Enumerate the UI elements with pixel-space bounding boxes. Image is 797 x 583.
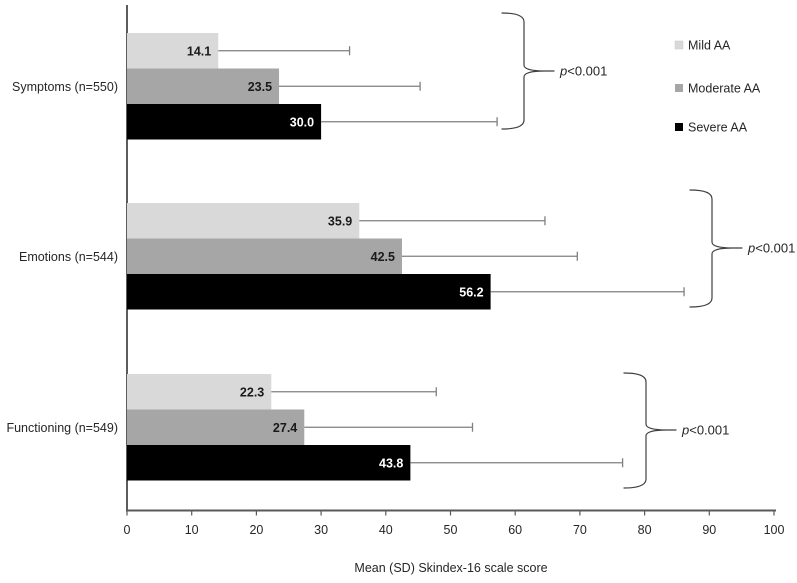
p-value-label-functioning: p<0.001 xyxy=(681,423,729,438)
x-axis-tick-label: 0 xyxy=(124,523,131,537)
x-axis-tick-label: 50 xyxy=(444,523,458,537)
category-label-symptoms: Symptoms (n=550) xyxy=(12,80,118,94)
bar-functioning-moderate-aa xyxy=(127,409,305,445)
bar-symptoms-moderate-aa xyxy=(127,68,280,104)
category-label-emotions: Emotions (n=544) xyxy=(19,250,118,264)
x-axis-tick-label: 100 xyxy=(764,523,785,537)
value-label-functioning-mild-aa: 22.3 xyxy=(240,385,264,399)
significance-brace-symptoms xyxy=(501,12,555,130)
bar-emotions-severe-aa xyxy=(127,274,491,310)
value-label-functioning-moderate-aa: 27.4 xyxy=(273,421,297,435)
x-axis-tick-label: 30 xyxy=(314,523,328,537)
legend-label-mild-aa: Mild AA xyxy=(688,39,731,53)
x-axis-tick-label: 70 xyxy=(573,523,587,537)
value-label-emotions-severe-aa: 56.2 xyxy=(459,285,483,299)
bar-emotions-moderate-aa xyxy=(127,238,402,274)
value-label-symptoms-severe-aa: 30.0 xyxy=(290,115,314,129)
x-axis-tick-label: 80 xyxy=(638,523,652,537)
p-value-label-emotions: p<0.001 xyxy=(747,241,795,256)
x-axis-title: Mean (SD) Skindex-16 scale score xyxy=(354,561,548,575)
bar-functioning-severe-aa xyxy=(127,445,411,481)
legend-swatch-mild-aa xyxy=(674,40,684,50)
value-label-emotions-mild-aa: 35.9 xyxy=(328,214,352,228)
value-label-functioning-severe-aa: 43.8 xyxy=(379,456,403,470)
value-label-emotions-moderate-aa: 42.5 xyxy=(371,250,395,264)
bar-emotions-mild-aa xyxy=(127,203,360,239)
bar-symptoms-mild-aa xyxy=(127,33,219,69)
bar-functioning-mild-aa xyxy=(127,374,272,410)
value-label-symptoms-moderate-aa: 23.5 xyxy=(248,80,272,94)
legend-swatch-severe-aa xyxy=(675,123,683,131)
x-axis-tick-label: 40 xyxy=(379,523,393,537)
bar-symptoms-severe-aa xyxy=(127,104,322,140)
value-label-symptoms-mild-aa: 14.1 xyxy=(187,44,211,58)
legend-label-moderate-aa: Moderate AA xyxy=(688,82,761,96)
x-axis-tick-label: 20 xyxy=(249,523,263,537)
legend-swatch-moderate-aa xyxy=(675,84,683,92)
significance-brace-emotions xyxy=(689,189,743,308)
x-axis-tick-label: 60 xyxy=(508,523,522,537)
significance-brace-functioning xyxy=(623,372,677,489)
p-value-label-symptoms: p<0.001 xyxy=(559,64,607,79)
category-label-functioning: Functioning (n=549) xyxy=(6,421,118,435)
x-axis-tick-label: 10 xyxy=(185,523,199,537)
legend-label-severe-aa: Severe AA xyxy=(688,121,748,135)
x-axis-tick-label: 90 xyxy=(702,523,716,537)
